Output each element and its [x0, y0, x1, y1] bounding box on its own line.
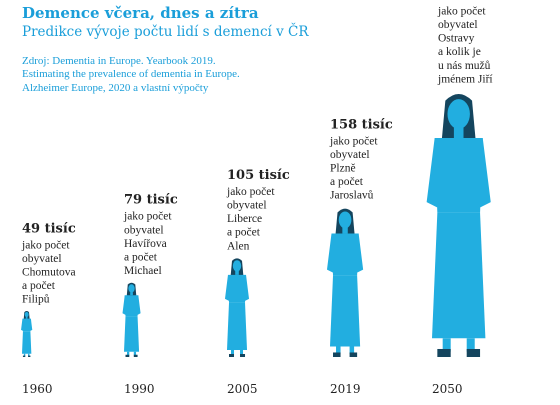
skirt: [432, 212, 486, 339]
woman-figure-icon: [326, 208, 364, 357]
left-leg: [127, 351, 130, 356]
torso: [124, 295, 139, 317]
caption-line: Alen: [227, 240, 250, 252]
left-shoe: [437, 348, 451, 357]
left-leg: [336, 346, 341, 354]
woman-figure-icon: [426, 94, 491, 357]
caption-line: Filipů: [22, 293, 50, 306]
right-leg: [466, 338, 475, 352]
caption-line: a počet: [22, 280, 56, 292]
year-label: 2050: [432, 382, 463, 396]
right-shoe: [240, 353, 246, 357]
head: [447, 99, 470, 129]
right-arm: [474, 138, 491, 208]
left-shoe: [125, 354, 130, 357]
right-arm: [243, 274, 250, 301]
head: [232, 260, 242, 272]
caption-line: Chomutova: [22, 266, 76, 278]
caption-line: obyvatel: [227, 199, 267, 211]
year-label: 2019: [330, 382, 361, 396]
caption-line: jménem Jiří: [437, 73, 493, 85]
year-label: 1960: [22, 382, 53, 396]
caption-line: jako počet: [226, 186, 275, 198]
caption-line: Jaroslavů: [330, 189, 374, 202]
woman-figure-icon: [224, 258, 250, 357]
right-shoe: [466, 348, 481, 357]
page-subtitle: Predikce vývoje počtu lidí s demencí v Č…: [22, 24, 309, 40]
skirt: [22, 331, 32, 354]
caption-line: a počet: [330, 176, 364, 188]
neck: [453, 127, 464, 139]
torso: [22, 318, 31, 332]
right-shoe: [28, 355, 31, 357]
caption-line: obyvatel: [438, 19, 478, 31]
left-leg: [231, 349, 235, 355]
right-arm: [29, 318, 33, 331]
caption-line: a počet: [124, 251, 158, 263]
caption-line: obyvatel: [330, 149, 370, 161]
caption-line: Plzně: [330, 163, 356, 175]
caption-line: a kolik je: [438, 46, 481, 58]
skirt: [124, 316, 140, 352]
caption-line: jako počet: [437, 5, 486, 17]
caption-line: Ostravy: [438, 33, 475, 45]
neck: [25, 316, 28, 319]
caption-line: jako počet: [21, 239, 70, 251]
caption-line: Michael: [124, 265, 162, 277]
skirt: [330, 275, 361, 347]
head: [128, 284, 135, 293]
caption-line: a počet: [227, 227, 261, 239]
left-arm: [426, 138, 443, 208]
caption-line: jako počet: [123, 211, 172, 223]
source-line: Estimating the prevalence of dementia in…: [22, 68, 240, 81]
head: [338, 211, 352, 229]
value-label: 158 tisíc: [330, 117, 393, 132]
head: [24, 311, 29, 318]
caption-line: u nás mužů: [438, 59, 491, 72]
right-arm: [136, 295, 141, 315]
value-label: 105 tisíc: [227, 168, 290, 183]
value-label: 49 tisíc: [22, 221, 76, 236]
right-shoe: [349, 352, 358, 357]
neck: [342, 227, 348, 234]
torso: [434, 138, 483, 213]
right-leg: [349, 346, 355, 354]
year-label: 2005: [227, 382, 258, 396]
page-title: Demence včera, dnes a zítra: [22, 4, 259, 22]
source-line: Alzheimer Europe, 2020 a vlastní výpočty: [22, 81, 209, 94]
caption-line: Havířova: [124, 238, 167, 250]
year-label: 1990: [124, 382, 155, 396]
woman-figure-icon: [122, 282, 141, 357]
caption-line: obyvatel: [22, 253, 62, 265]
left-arm: [122, 295, 128, 315]
left-shoe: [333, 352, 341, 357]
right-arm: [354, 233, 364, 273]
caption-line: obyvatel: [124, 224, 164, 236]
neck: [130, 292, 133, 296]
left-arm: [326, 233, 337, 273]
left-arm: [224, 274, 232, 301]
left-arm: [21, 318, 24, 331]
skirt: [227, 302, 248, 350]
left-shoe: [229, 353, 235, 357]
woman-figure-icon: [21, 310, 33, 357]
right-shoe: [133, 354, 138, 357]
torso: [331, 233, 359, 276]
caption-line: jako počet: [329, 135, 378, 147]
value-label: 79 tisíc: [124, 193, 178, 208]
value-label: 280 tisíc: [432, 0, 495, 2]
left-leg: [442, 338, 451, 352]
left-shoe: [22, 355, 26, 357]
source-note: Zdroj: Dementia in Europe. Yearbook 2019…: [22, 55, 240, 95]
left-leg: [23, 353, 26, 357]
right-leg: [28, 353, 30, 357]
right-leg: [240, 349, 244, 355]
right-leg: [133, 351, 137, 356]
source-line: Zdroj: Dementia in Europe. Yearbook 2019…: [22, 55, 216, 67]
caption-line: Liberce: [227, 213, 262, 225]
neck: [235, 270, 239, 275]
torso: [228, 274, 247, 303]
